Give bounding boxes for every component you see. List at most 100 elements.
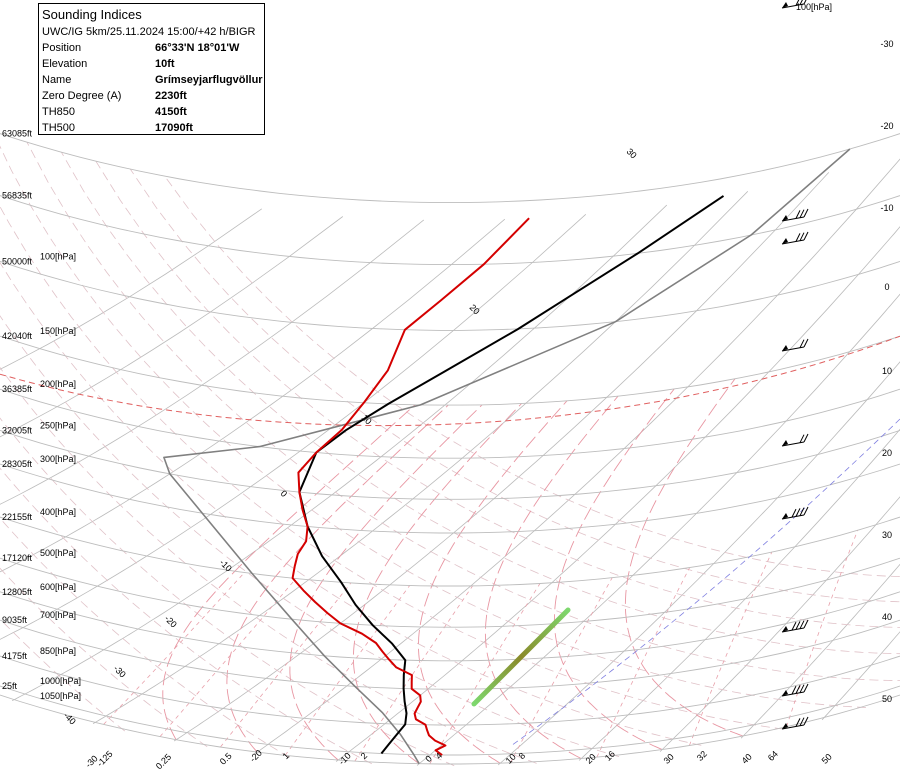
wind-barb [781, 0, 807, 9]
wind-barb-flag [795, 718, 801, 727]
bottom-axis-label: 32 [695, 749, 709, 763]
pressure-tick-label: 250[hPa] [40, 420, 76, 430]
bottom-axis-label: 16 [603, 749, 617, 763]
isotherm-line [578, 428, 900, 761]
tropopause-line [0, 335, 900, 427]
isotherm-right-label: 50 [882, 694, 892, 704]
bottom-axis-label: 0.25 [154, 752, 173, 771]
wind-barb-flag [803, 231, 809, 241]
mixing-ratio-line [284, 585, 411, 756]
isobar-line [0, 260, 900, 331]
isobar-line [0, 619, 900, 690]
dry-adiabat-line [0, 567, 208, 748]
isotherm-line [173, 172, 830, 742]
pressure-tick-label: 150[hPa] [40, 326, 76, 336]
info-subtitle: UWC/IG 5km/25.11.2024 15:00/+42 h/BIGR [42, 26, 256, 38]
isotherm-line [92, 191, 749, 724]
wind-barb [781, 231, 809, 245]
isobar-line [0, 429, 900, 500]
isotherm-right-label: -10 [880, 203, 893, 213]
isotherm-line [11, 204, 668, 702]
info-value: Grímseyjarflugvöllur [155, 74, 263, 86]
wind-barb-flag [803, 208, 809, 218]
isobar-line [0, 133, 900, 204]
temperature-curve [291, 217, 530, 756]
isotherm-line [0, 214, 587, 640]
wind-barb [781, 506, 809, 520]
dry-adiabat-line [129, 168, 900, 603]
dry-adiabat-line [95, 160, 900, 628]
altitude-tick-label: 50000ft [2, 256, 33, 266]
bottom-axis-label: 1 [281, 751, 292, 762]
info-title: Sounding Indices [42, 7, 142, 22]
moist-adiabat-line [624, 378, 744, 737]
wind-barb-flag [791, 685, 797, 695]
isotherm-right-label: -30 [880, 39, 893, 49]
isobar-line [0, 195, 900, 266]
lcl-band [471, 607, 571, 707]
pressure-top-right-label: 100[hPa] [796, 2, 832, 12]
info-row-position: Position 66°33'N 18°01'W [42, 42, 262, 58]
info-row-th500: TH500 17090ft [42, 122, 262, 138]
wind-barb-flag [803, 433, 809, 443]
info-key: TH500 [42, 122, 76, 134]
parcel-curve [163, 148, 851, 765]
dry-adiabat-line [164, 175, 900, 577]
wind-barb-flag [791, 621, 797, 631]
wind-barb-flag [795, 0, 800, 6]
isobar-line [0, 591, 900, 662]
wind-barb-flag [803, 338, 809, 348]
dry-adiabat-line [0, 517, 290, 758]
altitude-tick-label: 63085ft [2, 129, 33, 139]
pressure-tick-label: 850[hPa] [40, 646, 76, 656]
isotherm-right-label: 30 [882, 530, 892, 540]
wind-barb-flag [803, 683, 809, 693]
isotherm-right-label: 20 [882, 448, 892, 458]
info-value: 10ft [155, 58, 175, 70]
dry-adiabat-line [0, 366, 537, 764]
dry-adiabat-line [0, 618, 126, 732]
bottom-axis-label: 30 [662, 752, 676, 766]
isotherm-diagonal-label: -30 [112, 663, 128, 679]
wind-barb-flag [799, 620, 805, 629]
wind-barb-head [782, 440, 788, 446]
bottom-axis-label: 40 [740, 752, 754, 766]
isotherm-right-label: 40 [882, 612, 892, 622]
dry-adiabat-line [26, 142, 900, 681]
mixing-ratio-line [786, 530, 859, 727]
dry-adiabat-line [0, 145, 867, 708]
altitude-tick-label: 9035ft [2, 615, 28, 625]
info-key: Zero Degree (A) [42, 90, 122, 102]
isobar-line [0, 335, 900, 406]
wind-barb-flag [799, 507, 805, 516]
wind-barb-head [782, 723, 788, 729]
altitude-tick-label: 42040ft [2, 331, 33, 341]
profiles [163, 148, 851, 765]
dry-adiabat-line [0, 205, 784, 730]
wind-barb [781, 716, 809, 730]
isotherm-right-label: 0 [884, 282, 889, 292]
wind-barb-flag [799, 339, 805, 348]
isotherm-line [416, 293, 900, 766]
wind-barb-flag [803, 716, 809, 726]
info-key: Position [42, 42, 82, 54]
wind-barb-flag [803, 506, 809, 516]
wind-barb [781, 433, 809, 447]
wind-barb-flag [799, 684, 805, 693]
wind-barb-flag [799, 232, 805, 241]
isobar-line [0, 516, 900, 587]
wind-barb-flag [795, 233, 801, 242]
info-value: 17090ft [155, 122, 193, 134]
bottom-axis-label: 2 [359, 751, 370, 762]
bottom-axis-label: -10 [337, 751, 353, 767]
wind-barb-flag [799, 717, 805, 726]
wind-barb-flag [791, 508, 797, 518]
isotherm-diagonal-label: 0 [279, 488, 290, 499]
pressure-tick-label: 400[hPa] [40, 507, 76, 517]
pressure-tick-label: 1050[hPa] [40, 691, 81, 701]
info-value: 2230ft [155, 90, 187, 102]
wind-barb-flag [795, 621, 801, 630]
wind-barb-head [782, 215, 788, 221]
altitude-tick-label: 28305ft [2, 459, 33, 469]
